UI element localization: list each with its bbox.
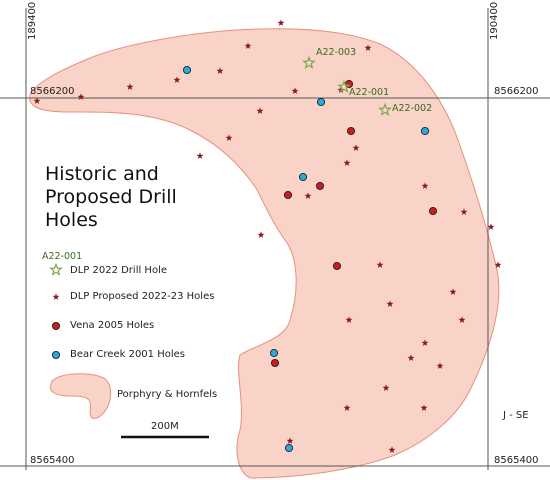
proposed-hole-icon	[407, 354, 415, 361]
drill-2022-label-a22-001: A22-001	[349, 87, 390, 98]
proposed-hole-icon	[173, 76, 181, 83]
proposed-hole-icon	[343, 404, 351, 411]
proposed-hole-icon	[352, 144, 360, 151]
drill-2022-label-a22-003: A22-003	[316, 47, 357, 58]
proposed-hole-icon	[449, 288, 457, 295]
proposed-hole-icon	[33, 97, 41, 104]
grid-label-northing-top-left: 8566200	[30, 86, 75, 97]
proposed-hole-icon	[364, 44, 372, 51]
proposed-hole-icon	[421, 182, 429, 189]
grid-label-northing-top-right: 8566200	[494, 86, 539, 97]
legend-bear-creek-text: Bear Creek 2001 Holes	[70, 349, 185, 360]
legend-drill-2022-text: DLP 2022 Drill Hole	[70, 265, 168, 276]
grid-label-northing-bottom-right: 8565400	[494, 455, 539, 466]
drill-2022-label-a22-002: A22-002	[392, 103, 433, 114]
legend-drill-2022-star-icon	[49, 262, 63, 276]
map-title: Historic and Proposed Drill Holes	[45, 163, 177, 231]
legend-geology-text: Porphyry & Hornfels	[117, 389, 218, 400]
drill-2022-hole-icon	[337, 79, 351, 93]
proposed-hole-icon	[345, 316, 353, 323]
proposed-hole-icon	[126, 83, 134, 90]
proposed-hole-icon	[494, 261, 502, 268]
proposed-hole-icon	[277, 19, 285, 26]
bear-creek-2001-hole-icon	[284, 443, 294, 453]
legend-bear-creek-hole-icon	[51, 350, 61, 360]
legend-geology-swatch-icon	[49, 373, 112, 419]
proposed-hole-icon	[376, 261, 384, 268]
legend-proposed-text: DLP Proposed 2022-23 Holes	[70, 291, 215, 302]
proposed-hole-icon	[436, 362, 444, 369]
vena-2005-hole-icon	[332, 261, 342, 271]
vena-2005-hole-icon	[346, 126, 356, 136]
proposed-hole-icon	[244, 42, 252, 49]
proposed-hole-icon	[458, 316, 466, 323]
proposed-hole-icon	[225, 134, 233, 141]
proposed-hole-icon	[257, 231, 265, 238]
drill-2022-hole-icon	[302, 55, 316, 69]
grid-label-northing-bottom-left: 8565400	[30, 455, 75, 466]
scale-bar-label: 200M	[151, 421, 179, 432]
bear-creek-2001-hole-icon	[420, 126, 430, 136]
drill-2022-hole-icon	[378, 102, 392, 116]
proposed-hole-icon	[460, 208, 468, 215]
legend-sample-label: A22-001	[42, 251, 83, 262]
proposed-hole-icon	[386, 300, 394, 307]
proposed-hole-icon	[291, 87, 299, 94]
vena-2005-hole-icon	[270, 358, 280, 368]
bear-creek-2001-hole-icon	[316, 97, 326, 107]
proposed-hole-icon	[77, 93, 85, 100]
section-label: J - SE	[503, 410, 529, 421]
grid-label-easting-left: 189400	[27, 1, 38, 40]
legend-vena-hole-icon	[51, 321, 61, 331]
proposed-hole-icon	[382, 384, 390, 391]
bear-creek-2001-hole-icon	[298, 172, 308, 182]
proposed-hole-icon	[420, 404, 428, 411]
proposed-hole-icon	[421, 339, 429, 346]
vena-2005-hole-icon	[315, 181, 325, 191]
proposed-hole-icon	[304, 192, 312, 199]
bear-creek-2001-hole-icon	[182, 65, 192, 75]
bear-creek-2001-hole-icon	[269, 348, 279, 358]
proposed-hole-icon	[487, 223, 495, 230]
proposed-hole-icon	[388, 446, 396, 453]
legend-vena-text: Vena 2005 Holes	[70, 320, 155, 331]
grid-label-easting-right: 190400	[489, 1, 500, 40]
proposed-hole-icon	[216, 67, 224, 74]
proposed-hole-icon	[196, 152, 204, 159]
proposed-hole-icon	[343, 159, 351, 166]
proposed-hole-icon	[256, 107, 264, 114]
vena-2005-hole-icon	[283, 190, 293, 200]
proposed-hole-icon	[286, 437, 294, 444]
vena-2005-hole-icon	[428, 206, 438, 216]
legend-proposed-star-icon	[52, 293, 60, 300]
